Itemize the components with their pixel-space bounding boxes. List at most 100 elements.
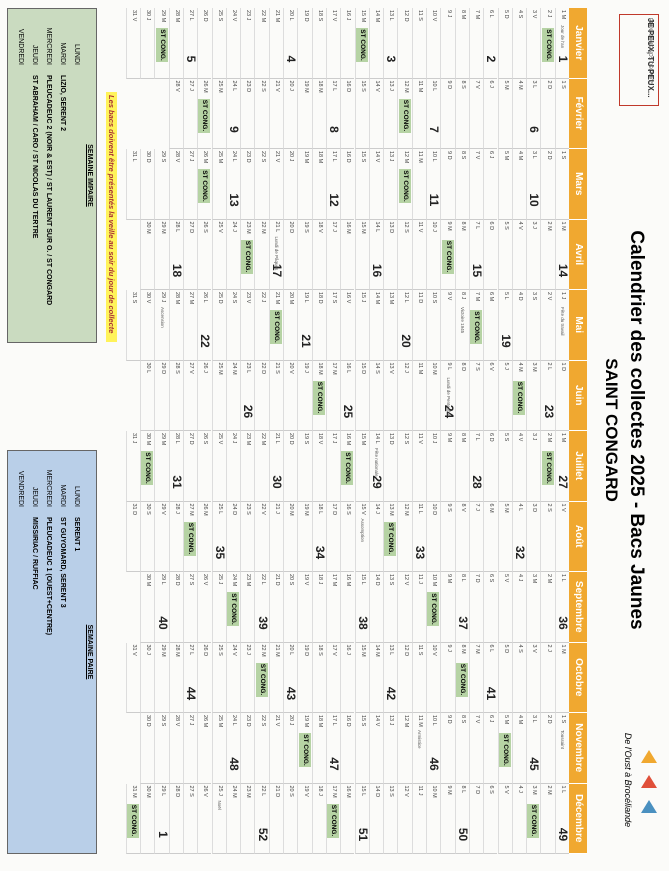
day-cell: 16 D (340, 713, 355, 784)
day-cell: 25 M (211, 78, 226, 149)
holiday: Jour de l'an (560, 25, 565, 49)
towns: MISSIRIAC / RUFFIAC (31, 517, 38, 590)
day-cell: 23 D (240, 149, 255, 220)
weekday: JEUDI (31, 486, 38, 507)
week-number: 19 (498, 334, 513, 348)
day-cell: 29 S (154, 149, 169, 220)
day-cell: 29 S (154, 713, 169, 784)
day-cell: 4 M (511, 149, 527, 220)
week-number: 48 (227, 757, 242, 771)
week-number: 32 (513, 545, 528, 560)
day-cell: 6 M (483, 290, 498, 361)
day-cell: 22 S (254, 149, 269, 220)
day-cell: 14 D (368, 572, 384, 643)
day-cell: 16 M (340, 219, 355, 290)
day-cell: 17 V (325, 642, 341, 713)
schedule-title: SEMAINE PAIRE (86, 624, 93, 680)
day-cell: 26 D (197, 642, 212, 713)
partner-logo (641, 750, 657, 813)
holiday: Ascension (159, 307, 165, 328)
day-cell: 24 M (225, 783, 241, 854)
day-cell: 27 V (182, 360, 198, 431)
day-cell: 27 S (182, 572, 198, 643)
day-cell: 24 D (225, 501, 241, 572)
day-cell: 8 D (454, 360, 469, 431)
week-number: 5 (184, 55, 199, 63)
collection-day: ST CONG. (227, 592, 240, 626)
collection-day: ST CONG. (398, 169, 411, 203)
schedule-table: SEMAINE IMPAIRE LUNDI MARDI LIZIO, SERENT 2… (7, 8, 97, 343)
day-cell: 22 M (254, 431, 269, 502)
week-number: 52 (255, 827, 270, 842)
day-cell: 22 M (254, 219, 269, 290)
day-cell: 15 J (354, 290, 369, 361)
collection-day: ST CONG. (184, 521, 197, 556)
weekday: MERCREDI (45, 469, 52, 507)
day-cell: 19 V (297, 572, 312, 643)
day-cell: 10 S (426, 290, 441, 361)
collection-day: ST CONG. (427, 592, 440, 626)
day-cell: 13 D (383, 219, 398, 290)
day-cell: 20 S (283, 783, 298, 854)
collection-day: ST CONG. (312, 380, 325, 415)
collection-day: ST CONG. (155, 28, 168, 62)
month-header: Mai (569, 290, 587, 361)
day-cell: 31 J (125, 431, 140, 502)
day-cell: 3 D (526, 501, 541, 572)
day-cell: 8 M (454, 431, 469, 502)
month-header: Août (569, 501, 587, 572)
day-cell: 14 V (368, 149, 384, 220)
day-cell: 25 D (211, 290, 226, 361)
day-cell: 28 M (168, 642, 183, 713)
collection-day: ST CONG. (298, 733, 311, 767)
day-cell: 3 S (526, 290, 541, 361)
day-cell: 6 S (483, 572, 498, 643)
day-cell: 15 S (354, 713, 369, 784)
day-cell: 7 V (468, 78, 484, 149)
day-cell: 2 V (540, 290, 555, 361)
day-cell: 19 J (297, 360, 312, 431)
day-cell: 14 S (368, 360, 384, 431)
towns: ST GUYOMARD, SERENT 3 (59, 517, 66, 608)
title: Calendrier des collectes 2025 - Bacs Jau… (626, 230, 647, 630)
day-cell: 19 D (297, 8, 312, 79)
collection-day: ST CONG. (241, 239, 254, 274)
week-number: 4 (284, 55, 299, 63)
weekday: VENDREDI (17, 28, 24, 65)
day-cell: 31 V (125, 8, 140, 79)
day-cell: 19 S (297, 431, 312, 502)
day-cell: 24 J (225, 219, 241, 290)
month-header: Septembre (569, 572, 587, 643)
collection-day: ST CONG. (441, 239, 454, 274)
week-number: 27 (556, 475, 570, 489)
week-number: 1 (556, 55, 570, 63)
day-cell: 27 S (182, 783, 198, 854)
month-header: Janvier (569, 8, 587, 79)
week-number: 25 (341, 404, 356, 419)
day-cell: 7 J (468, 501, 484, 572)
day-cell: 11 J (411, 783, 426, 854)
day-cell: 4 S (511, 642, 527, 713)
day-cell: 2 M (540, 783, 555, 854)
day-cell: 22 M (254, 8, 269, 79)
week-number: 51 (355, 827, 370, 842)
day-cell: 14 J (368, 501, 384, 572)
day-cell: 27 J (182, 78, 198, 149)
week-number: 30 (270, 475, 284, 489)
week-number: 38 (355, 616, 370, 630)
day-cell: 17 J (325, 219, 341, 290)
day-cell: 9 D (440, 149, 455, 220)
day-cell: 10 J (426, 219, 441, 290)
day-cell: 28 M (168, 8, 183, 79)
day-cell: 16 M (340, 572, 355, 643)
day-cell: 21 M (268, 8, 283, 79)
day-cell: 19 D (297, 642, 312, 713)
day-cell: 10 M (426, 360, 441, 431)
day-cell: 28 V (168, 78, 183, 149)
day-cell: 12 M (397, 713, 412, 784)
week-number: 9 (227, 126, 242, 133)
day-cell: 30 M (140, 219, 155, 290)
holiday: Armistice (417, 730, 422, 749)
day-cell: 9 D (440, 78, 455, 149)
week-number: 3 (384, 55, 399, 63)
